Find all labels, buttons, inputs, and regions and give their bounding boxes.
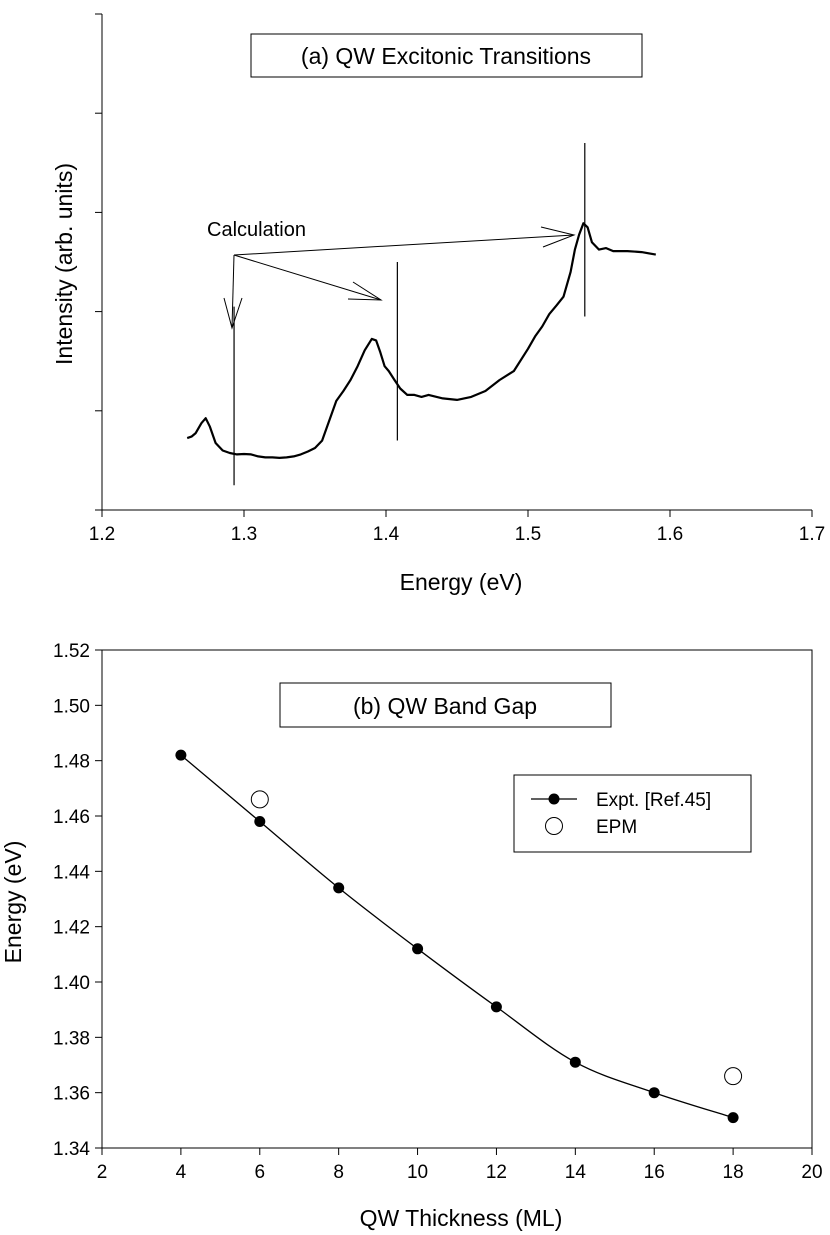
panel-b-series <box>175 749 743 1124</box>
panel-a-x-tick-label: 1.6 <box>657 524 683 545</box>
panel-a-ticks: 1.2 1.3 1.4 1.5 1.6 1.7 <box>89 13 825 545</box>
panel-b-expt-point <box>490 1001 502 1013</box>
panel-b-x-tick-label: 2 <box>97 1162 108 1183</box>
panel-b-title: (b) QW Band Gap <box>353 693 537 719</box>
panel-b-x-tick-label: 20 <box>801 1162 822 1183</box>
panel-b-band-gap: 2 4 6 8 10 12 14 16 18 20 1.34 1.36 1.38 1.40 1.42 1.44… <box>0 641 823 1231</box>
panel-b-y-tick-label: 1.46 <box>53 807 90 828</box>
legend-expt-marker <box>548 793 560 805</box>
panel-a-x-tick-label: 1.2 <box>89 524 115 545</box>
panel-b-y-tick-label: 1.38 <box>53 1028 90 1049</box>
panel-b-ticks: 2 4 6 8 10 12 14 16 18 20 1.34 1.36 1.38 1.40 1.42 1.44… <box>53 641 823 1183</box>
panel-a-transition-markers <box>233 142 586 486</box>
panel-b-y-axis-label: Energy (eV) <box>0 841 26 964</box>
panel-a-x-axis-label: Energy (eV) <box>400 569 523 595</box>
panel-a-y-axis-label: Intensity (arb. units) <box>51 163 77 365</box>
panel-b-x-tick-label: 12 <box>486 1162 507 1183</box>
panel-a-x-tick-label: 1.4 <box>373 524 400 545</box>
panel-a-title: (a) QW Excitonic Transitions <box>301 43 591 69</box>
legend-box <box>513 774 752 853</box>
panel-a-series <box>186 222 656 459</box>
panel-a-x-tick-label: 1.7 <box>799 524 825 545</box>
legend-expt-label: Expt. [Ref.45] <box>596 790 711 811</box>
panel-b-y-tick-label: 1.36 <box>53 1084 90 1105</box>
panel-b-legend: Expt. [Ref.45] EPM <box>513 774 752 853</box>
legend-epm-label: EPM <box>596 817 637 838</box>
panel-b-epm-point <box>724 1067 743 1086</box>
panel-b-y-tick-label: 1.52 <box>53 641 90 662</box>
panel-b-y-tick-label: 1.48 <box>53 752 90 773</box>
panel-b-y-tick-label: 1.34 <box>53 1139 90 1160</box>
panel-b-x-tick-label: 4 <box>176 1162 187 1183</box>
panel-b-x-tick-label: 8 <box>333 1162 344 1183</box>
panel-b-y-tick-label: 1.50 <box>53 696 90 717</box>
panel-b-plot-frame <box>101 649 813 1149</box>
panel-a-title-box <box>250 33 643 78</box>
panel-b-epm-point <box>250 790 269 809</box>
panel-b-x-tick-label: 14 <box>565 1162 587 1183</box>
panel-b-expt-point <box>412 943 424 955</box>
panel-a-excitonic-transitions: 1.2 1.3 1.4 1.5 1.6 1.7 (a) QW Excitonic Tran… <box>51 13 825 595</box>
panel-b-expt-point <box>333 882 345 894</box>
panel-b-x-tick-label: 18 <box>723 1162 744 1183</box>
panel-b-y-tick-label: 1.40 <box>53 973 90 994</box>
panel-a-x-tick-label: 1.5 <box>515 524 541 545</box>
legend-epm-marker <box>545 817 563 835</box>
panel-a-x-tick-label: 1.3 <box>231 524 257 545</box>
panel-b-expt-point <box>727 1112 739 1124</box>
panel-b-x-tick-label: 16 <box>644 1162 665 1183</box>
panel-b-y-tick-label: 1.44 <box>53 862 90 883</box>
panel-b-expt-point <box>254 816 266 827</box>
panel-a-calculation-arrows <box>223 226 576 330</box>
panel-b-axes <box>101 649 813 1149</box>
panel-a-annotation-calculation: Calculation <box>207 219 306 241</box>
panel-b-y-tick-label: 1.42 <box>53 918 90 939</box>
panel-b-x-tick-label: 6 <box>254 1162 265 1183</box>
panel-a-axes <box>101 14 812 511</box>
panel-b-x-tick-label: 10 <box>407 1162 428 1183</box>
panel-b-expt-point <box>569 1056 581 1068</box>
panel-b-expt-point <box>175 749 187 761</box>
panel-b-x-axis-label: QW Thickness (ML) <box>360 1205 563 1231</box>
panel-a-spectrum-line <box>186 222 656 459</box>
panel-b-title-box <box>279 682 612 728</box>
panel-b-expt-point <box>648 1087 660 1099</box>
